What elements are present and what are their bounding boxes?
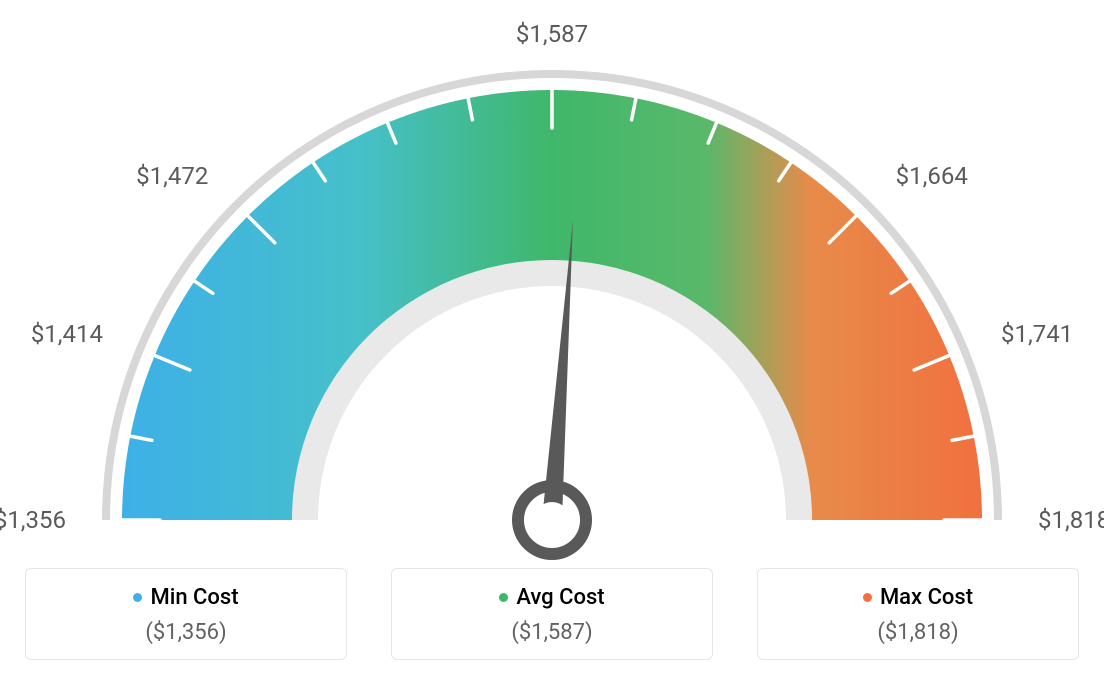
legend-row: Min Cost ($1,356) Avg Cost ($1,587) Max … <box>0 568 1104 660</box>
legend-title-max: Max Cost <box>863 585 973 610</box>
legend-card-avg: Avg Cost ($1,587) <box>391 568 713 660</box>
legend-card-max: Max Cost ($1,818) <box>757 568 1079 660</box>
legend-value-min: ($1,356) <box>36 620 336 645</box>
gauge-tick-label: $1,587 <box>512 20 592 48</box>
gauge-chart-container: $1,356 $1,414 $1,472 $1,587 $1,664 $1,741 $1,8… <box>0 0 1104 690</box>
gauge-svg <box>0 0 1104 560</box>
gauge-tick-label: $1,818 <box>1038 506 1104 534</box>
gauge-tick-label: $1,664 <box>896 162 968 190</box>
legend-dot-max <box>863 593 872 602</box>
gauge-tick-label: $1,356 <box>0 506 66 534</box>
legend-dot-avg <box>499 593 508 602</box>
legend-title-min: Min Cost <box>133 585 238 610</box>
gauge-area: $1,356 $1,414 $1,472 $1,587 $1,664 $1,741 $1,8… <box>0 0 1104 560</box>
legend-value-max: ($1,818) <box>768 620 1068 645</box>
legend-title-avg: Avg Cost <box>499 585 604 610</box>
legend-value-avg: ($1,587) <box>402 620 702 645</box>
legend-label-max: Max Cost <box>880 585 973 610</box>
legend-label-min: Min Cost <box>150 585 238 610</box>
legend-card-min: Min Cost ($1,356) <box>25 568 347 660</box>
legend-label-avg: Avg Cost <box>516 585 604 610</box>
gauge-tick-label: $1,414 <box>17 320 103 348</box>
gauge-tick-label: $1,741 <box>1001 320 1073 348</box>
gauge-tick-label: $1,472 <box>122 162 208 190</box>
legend-dot-min <box>133 593 142 602</box>
